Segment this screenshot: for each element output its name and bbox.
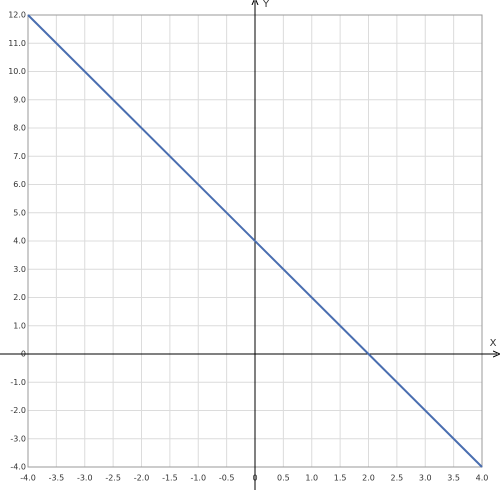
- y-tick-label: 5.0: [13, 208, 26, 217]
- x-tick-label: -1.5: [162, 474, 178, 483]
- x-tick-label: 1.0: [305, 474, 318, 483]
- x-tick-label: 0.5: [277, 474, 290, 483]
- y-tick-label: 9.0: [13, 95, 26, 104]
- y-tick-label: 2.0: [13, 293, 26, 302]
- y-tick-label: 4.0: [13, 237, 26, 246]
- x-tick-label: -3.0: [77, 474, 93, 483]
- x-tick-label: -4.0: [20, 474, 36, 483]
- y-axis-label: Y: [262, 0, 270, 10]
- y-tick-label: -2.0: [10, 406, 26, 415]
- x-tick-label: 3.5: [447, 474, 460, 483]
- y-tick-label: 8.0: [13, 124, 26, 133]
- x-tick-label: 1.5: [334, 474, 347, 483]
- x-tick-label: -2.0: [134, 474, 150, 483]
- x-axis-label: X: [490, 338, 497, 349]
- y-tick-label: 10.0: [8, 67, 26, 76]
- y-tick-label: 3.0: [13, 265, 26, 274]
- y-tick-label: 1.0: [13, 321, 26, 330]
- x-tick-label: 2.0: [362, 474, 375, 483]
- x-tick-label: -3.5: [49, 474, 65, 483]
- x-tick-label: 3.0: [419, 474, 432, 483]
- y-tick-label: -3.0: [10, 434, 26, 443]
- y-tick-label: 7.0: [13, 152, 26, 161]
- data-line: [27, 14, 483, 468]
- x-tick-label: 4.0: [476, 474, 489, 483]
- y-tick-label: -4.0: [10, 463, 26, 472]
- x-tick-label: -2.5: [105, 474, 121, 483]
- x-tick-label: 2.5: [391, 474, 404, 483]
- y-tick-label: 11.0: [8, 39, 26, 48]
- x-tick-label: -0.5: [219, 474, 235, 483]
- y-tick-label: 12.0: [8, 11, 26, 20]
- y-tick-label: 6.0: [13, 180, 26, 189]
- y-tick-label: -1.0: [10, 378, 26, 387]
- x-tick-label: -1.0: [190, 474, 206, 483]
